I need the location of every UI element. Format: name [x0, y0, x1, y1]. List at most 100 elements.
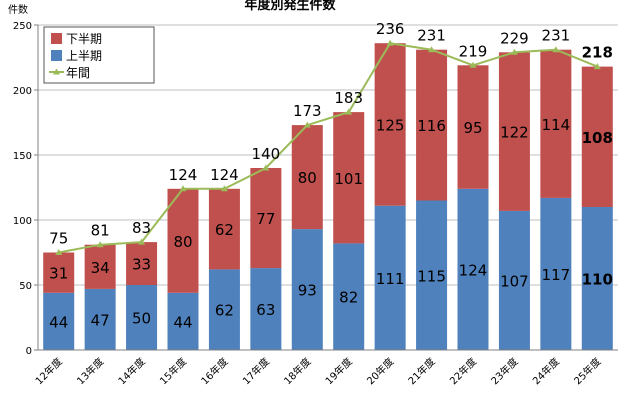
data-label-upper-half-8: 111 — [376, 270, 405, 288]
bar-upper-half-12 — [540, 197, 572, 350]
y-tick-label-0: 0 — [26, 346, 32, 357]
data-label-upper-half-10: 124 — [459, 261, 488, 279]
annual-total-label-7: 183 — [334, 89, 363, 107]
bar-lower-half-12 — [540, 49, 572, 198]
y-tick-label-150: 150 — [13, 151, 32, 162]
data-label-lower-half-4: 62 — [215, 221, 234, 239]
bar-upper-half-4 — [208, 269, 240, 350]
annual-marker-7 — [345, 108, 353, 115]
axes — [37, 25, 618, 351]
data-label-upper-half-1: 47 — [91, 311, 110, 329]
x-tick-label-2: 14年度 — [115, 355, 147, 387]
bar-lower-half-13 — [581, 66, 613, 207]
data-label-lower-half-8: 125 — [376, 116, 405, 134]
data-label-upper-half-11: 107 — [500, 272, 529, 290]
data-label-upper-half-6: 93 — [298, 282, 317, 300]
x-tick-label-6: 18年度 — [281, 355, 313, 387]
annual-total-label-13: 218 — [582, 44, 613, 62]
y-axis-label: 件数 — [8, 3, 28, 16]
legend-label-upper-half: 上半期 — [66, 49, 102, 63]
bar-lower-half-1 — [84, 244, 116, 289]
bars: 44 31 47 34 50 33 44 80 62 62 63 77 93 80 82 101 111 125 1… — [43, 43, 613, 350]
legend-label-annual: 年間 — [66, 66, 90, 80]
annual-total-label-1: 81 — [91, 222, 110, 240]
bar-lower-half-4 — [208, 188, 240, 270]
data-label-lower-half-9: 116 — [417, 117, 446, 135]
data-label-upper-half-13: 110 — [582, 271, 613, 289]
x-tick-label-3: 15年度 — [157, 355, 189, 387]
annual-total-label-10: 219 — [459, 42, 488, 60]
annual-total-label-0: 75 — [49, 230, 68, 248]
data-label-upper-half-9: 115 — [417, 267, 446, 285]
bar-upper-half-9 — [416, 200, 448, 350]
bar-upper-half-13 — [581, 207, 613, 350]
data-label-lower-half-12: 114 — [542, 116, 571, 134]
x-tick-label-12: 24年度 — [530, 355, 562, 387]
data-label-upper-half-0: 44 — [49, 313, 68, 331]
annual-series-line — [58, 42, 598, 254]
bar-lower-half-10 — [457, 65, 489, 189]
legend-label-lower-half: 下半期 — [66, 32, 102, 46]
data-label-lower-half-0: 31 — [49, 265, 68, 283]
bar-lower-half-5 — [250, 168, 282, 269]
data-label-upper-half-12: 117 — [542, 266, 571, 284]
annual-total-label-4: 124 — [210, 166, 239, 184]
x-tick-label-7: 19年度 — [322, 355, 354, 387]
x-tick-label-4: 16年度 — [198, 355, 230, 387]
y-tick-label-200: 200 — [13, 86, 32, 97]
annual-total-label-9: 231 — [417, 27, 446, 45]
annual-marker-3 — [179, 185, 187, 192]
bar-upper-half-3 — [167, 292, 199, 350]
y-tick-label-250: 250 — [13, 21, 32, 32]
data-label-lower-half-1: 34 — [91, 259, 110, 277]
x-tick-label-8: 20年度 — [364, 355, 396, 387]
legend-swatch-annual-marker — [53, 68, 60, 75]
bar-upper-half-5 — [250, 268, 282, 350]
x-tick-label-13: 25年度 — [571, 355, 603, 387]
annual-marker-12 — [552, 46, 560, 53]
annual-total-label-12: 231 — [542, 27, 571, 45]
annual-marker-8 — [386, 39, 394, 46]
annual-marker-6 — [303, 121, 311, 128]
bar-upper-half-6 — [291, 229, 323, 350]
data-label-lower-half-5: 77 — [256, 210, 275, 228]
x-tick-label-11: 23年度 — [488, 355, 520, 387]
y-tick-label-100: 100 — [13, 216, 32, 227]
annual-marker-5 — [262, 164, 270, 171]
bar-lower-half-11 — [498, 52, 530, 211]
bar-upper-half-7 — [333, 243, 365, 350]
annual-total-label-8: 236 — [376, 20, 405, 38]
bar-lower-half-9 — [416, 49, 448, 201]
legend-swatch-lower-half — [51, 33, 62, 44]
x-tick-label-10: 22年度 — [447, 355, 479, 387]
data-label-lower-half-13: 108 — [582, 129, 613, 147]
chart-title: 年度別発生件数 — [244, 0, 336, 13]
annual-marker-13 — [593, 63, 601, 70]
data-label-upper-half-3: 44 — [173, 313, 192, 331]
annual-marker-9 — [428, 46, 436, 53]
data-label-lower-half-10: 95 — [463, 119, 482, 137]
annual-marker-2 — [138, 238, 146, 245]
data-label-lower-half-2: 33 — [132, 256, 151, 274]
data-label-upper-half-4: 62 — [215, 302, 234, 320]
annual-marker-0 — [55, 249, 63, 255]
annual-marker-11 — [510, 48, 518, 55]
annual-total-label-5: 140 — [252, 145, 281, 163]
bar-lower-half-0 — [43, 252, 75, 293]
bar-upper-half-1 — [84, 288, 116, 350]
y-tick-label-50: 50 — [19, 281, 32, 292]
bar-upper-half-11 — [498, 210, 530, 350]
annual-total-label-2: 83 — [132, 219, 151, 237]
annual-line: 75 81 83 124 124 140 173 183 236 231 219 229 231 218 — [49, 20, 613, 255]
bar-upper-half-10 — [457, 188, 489, 350]
data-label-lower-half-7: 101 — [334, 170, 363, 188]
bar-lower-half-6 — [291, 125, 323, 230]
data-label-lower-half-3: 80 — [173, 233, 192, 251]
data-label-lower-half-11: 122 — [500, 124, 529, 142]
bar-upper-half-8 — [374, 205, 406, 350]
annual-marker-1 — [96, 241, 104, 248]
annual-marker-10 — [469, 61, 477, 68]
data-label-lower-half-6: 80 — [298, 169, 317, 187]
y-axis-ticks: 0 50 100 150 200 250 — [13, 21, 38, 357]
